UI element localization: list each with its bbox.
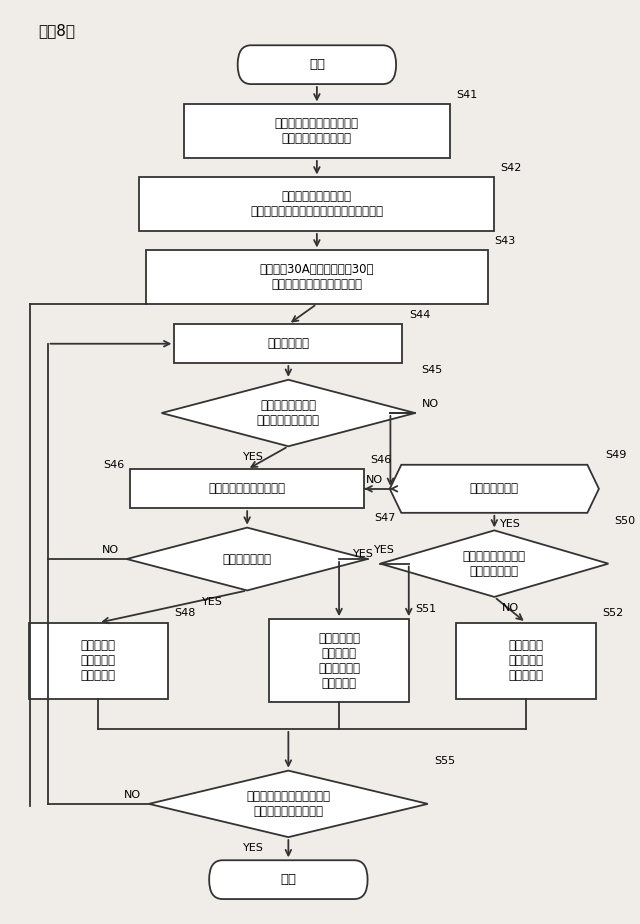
Text: 到達位置に
基づき検出
基準の変更: 到達位置に 基づき検出 基準の変更 <box>509 639 543 682</box>
Text: S46: S46 <box>371 455 392 465</box>
Text: NO: NO <box>422 399 438 408</box>
Text: S44: S44 <box>409 310 430 320</box>
Text: 指の下降中に検出
基準を通過するか？: 指の下降中に検出 基準を通過するか？ <box>257 399 320 427</box>
FancyBboxPatch shape <box>269 619 409 702</box>
Text: YES: YES <box>500 519 520 529</box>
Text: 終了: 終了 <box>280 873 296 886</box>
Text: S55: S55 <box>434 756 455 766</box>
Polygon shape <box>390 465 599 513</box>
FancyBboxPatch shape <box>130 469 364 508</box>
Text: S52: S52 <box>602 608 623 618</box>
Polygon shape <box>149 771 428 837</box>
Text: S51: S51 <box>415 604 436 614</box>
FancyBboxPatch shape <box>184 104 450 158</box>
Text: S47: S47 <box>374 513 396 523</box>
Polygon shape <box>380 530 609 597</box>
Text: S46: S46 <box>104 460 125 469</box>
Text: YES: YES <box>374 545 395 554</box>
Text: S50: S50 <box>615 516 636 526</box>
Text: 空中像操作モード開始
第２のキャリブレーション処理モード開始: 空中像操作モード開始 第２のキャリブレーション処理モード開始 <box>250 190 383 218</box>
Polygon shape <box>162 380 415 446</box>
Text: NO: NO <box>366 475 383 484</box>
Polygon shape <box>127 528 367 590</box>
Text: YES: YES <box>202 597 223 606</box>
Text: 第２のキャリブレーション
モードが終了したか？: 第２のキャリブレーション モードが終了したか？ <box>246 790 330 818</box>
Text: 到達位置を判定: 到達位置を判定 <box>223 553 271 565</box>
Text: 到達位置が検出基準
に一致するか？: 到達位置が検出基準 に一致するか？ <box>463 550 526 578</box>
FancyBboxPatch shape <box>456 623 596 699</box>
Text: 『図8』: 『図8』 <box>38 23 75 38</box>
FancyBboxPatch shape <box>140 177 494 231</box>
Text: NO: NO <box>124 790 141 799</box>
Text: 第２のキャリブレーション
処理モード選択を認識: 第２のキャリブレーション 処理モード選択を認識 <box>275 117 359 145</box>
Text: アイコン表示
の切り替え
及び検出基準
を変更せず: アイコン表示 の切り替え 及び検出基準 を変更せず <box>318 632 360 689</box>
FancyBboxPatch shape <box>29 623 168 699</box>
FancyBboxPatch shape <box>146 250 488 304</box>
Text: 開始: 開始 <box>309 58 325 71</box>
Text: 到達位置を判定: 到達位置を判定 <box>470 482 519 495</box>
Text: YES: YES <box>243 453 264 462</box>
FancyBboxPatch shape <box>174 324 403 363</box>
Text: NO: NO <box>102 545 119 554</box>
Text: YES: YES <box>243 844 264 853</box>
Text: YES: YES <box>353 550 374 559</box>
Text: S43: S43 <box>494 236 516 246</box>
Text: アイコン30Aを含む空中像30の
表示及び検出基準の初期設定: アイコン30Aを含む空中像30の 表示及び検出基準の初期設定 <box>260 263 374 291</box>
Text: S49: S49 <box>605 450 627 460</box>
Text: S45: S45 <box>422 365 443 375</box>
Text: S42: S42 <box>500 163 522 173</box>
Text: 到達位置に
基づき検出
基準の変更: 到達位置に 基づき検出 基準の変更 <box>81 639 116 682</box>
FancyBboxPatch shape <box>237 45 396 84</box>
Text: S41: S41 <box>456 90 477 100</box>
Text: S48: S48 <box>174 608 196 618</box>
Text: NO: NO <box>502 603 519 613</box>
FancyBboxPatch shape <box>209 860 367 899</box>
Text: 指の下降検出: 指の下降検出 <box>268 337 309 350</box>
Text: アイコン表示の切り替え: アイコン表示の切り替え <box>209 482 285 495</box>
